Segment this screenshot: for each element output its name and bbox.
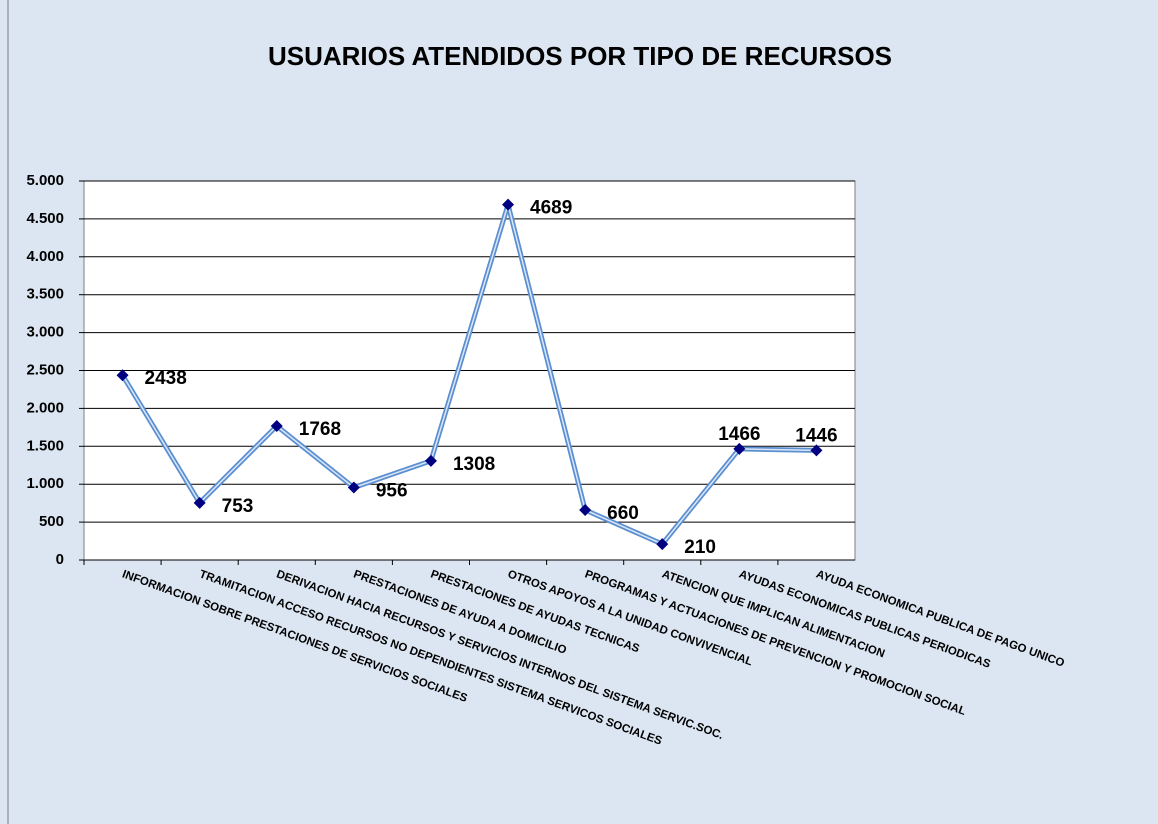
y-tick-label: 1.000 — [26, 475, 64, 492]
data-label: 660 — [607, 503, 639, 524]
y-tick-label: 0 — [56, 551, 64, 568]
y-tick-label: 1.500 — [26, 437, 64, 454]
marker — [656, 538, 669, 551]
marker — [733, 442, 746, 455]
y-tick-label: 2.000 — [26, 399, 64, 416]
data-label: 1446 — [795, 425, 837, 446]
data-label: 1768 — [299, 419, 341, 440]
data-label: 210 — [684, 537, 716, 558]
data-label: 4689 — [530, 198, 572, 219]
chart-title: USUARIOS ATENDIDOS POR TIPO DE RECURSOS — [268, 41, 892, 71]
y-tick-label: 3.000 — [26, 324, 64, 341]
data-label: 1466 — [718, 424, 760, 445]
y-tick-label: 4.500 — [26, 210, 64, 227]
marker — [270, 419, 283, 432]
marker — [810, 444, 823, 457]
marker — [347, 481, 360, 494]
y-tick-label: 5.000 — [26, 172, 64, 189]
y-tick-label: 3.500 — [26, 286, 64, 303]
data-label: 753 — [222, 496, 254, 517]
marker — [424, 454, 437, 467]
marker — [502, 198, 515, 211]
y-tick-label: 500 — [39, 513, 64, 530]
y-tick-label: 4.000 — [26, 248, 64, 265]
data-label: 1308 — [453, 454, 495, 475]
data-label: 956 — [376, 481, 408, 502]
marker — [579, 503, 592, 516]
line-highlight — [121, 203, 817, 545]
y-tick-label: 2.500 — [26, 361, 64, 378]
marker — [116, 369, 129, 382]
data-label: 2438 — [145, 368, 187, 389]
marker — [193, 496, 206, 509]
